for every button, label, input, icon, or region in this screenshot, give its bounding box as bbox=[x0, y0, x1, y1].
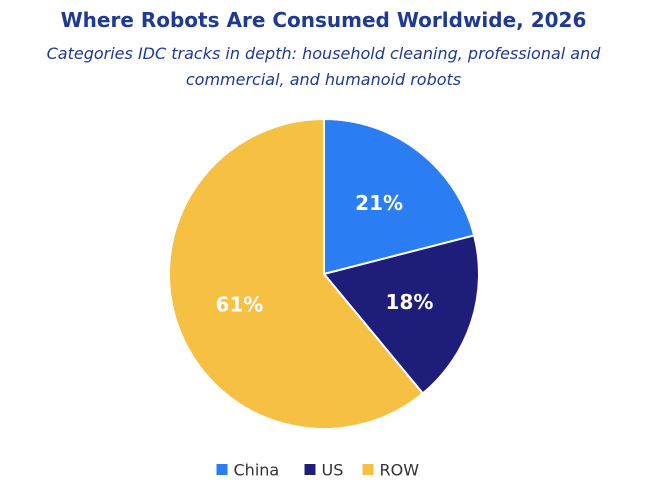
legend-label-row: ROW bbox=[380, 461, 420, 480]
legend-swatch-china bbox=[216, 464, 228, 475]
pie-slice-china bbox=[323, 117, 476, 276]
pie-slices bbox=[168, 117, 480, 430]
data-label-china: 21% bbox=[355, 191, 403, 215]
data-label-us: 18% bbox=[386, 290, 434, 314]
pie-slice-row bbox=[168, 117, 425, 430]
chart-subtitle: Categories IDC tracks in depth: househol… bbox=[46, 44, 601, 89]
pie-slice-us bbox=[322, 234, 480, 395]
legend-label-us: US bbox=[322, 461, 344, 480]
chart-legend: China US ROW bbox=[216, 461, 420, 480]
legend-label-china: China bbox=[234, 461, 280, 480]
chart-title: Where Robots Are Consumed Worldwide, 202… bbox=[60, 8, 587, 32]
pie-data-labels: 21% 18% 61% bbox=[215, 191, 433, 316]
data-label-row: 61% bbox=[215, 292, 263, 316]
legend-swatch-row bbox=[362, 464, 374, 475]
legend-swatch-us bbox=[304, 464, 316, 475]
